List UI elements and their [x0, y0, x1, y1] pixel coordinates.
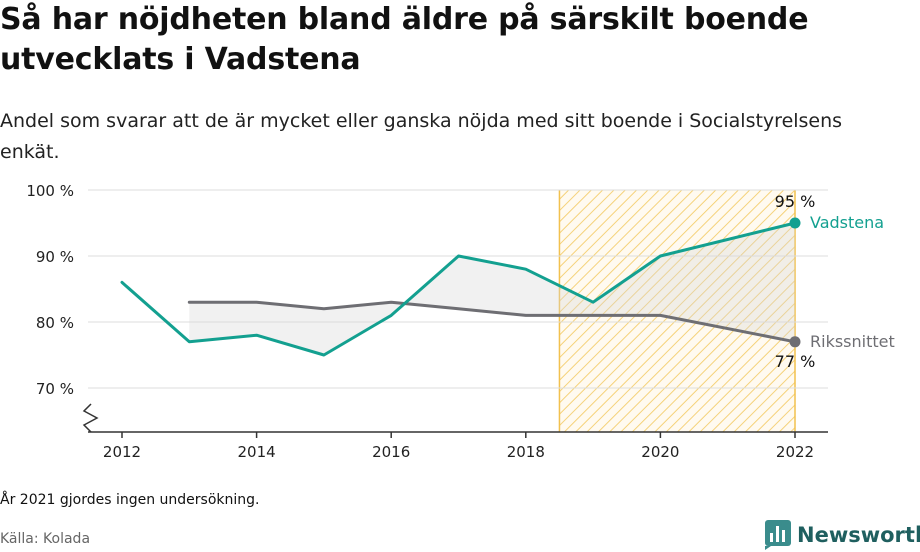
difference-area — [189, 223, 796, 355]
series-line-vadstena — [120, 221, 797, 357]
end-marker — [789, 217, 801, 229]
end-value-label: 77 % — [775, 352, 816, 371]
x-tick-label: 2012 — [103, 443, 141, 461]
source-note: Källa: Kolada — [0, 531, 91, 547]
y-tick-label: 100 % — [26, 182, 74, 200]
highlight-region — [559, 190, 795, 432]
end-marker — [789, 336, 801, 348]
y-tick-label: 80 % — [36, 314, 74, 332]
chart-icon — [765, 520, 791, 550]
brand-name: Newsworthy — [797, 523, 920, 547]
y-tick-label: 90 % — [36, 248, 74, 266]
chart-title: Så har nöjdheten bland äldre på särskilt… — [0, 2, 809, 77]
end-value-label: 95 % — [775, 192, 816, 211]
chart-subtitle: Andel som svarar att de är mycket eller … — [0, 110, 843, 163]
series-label-rikssnittet: Rikssnittet — [810, 332, 895, 351]
x-tick-label: 2022 — [776, 443, 814, 461]
x-tick-label: 2014 — [238, 443, 276, 461]
newsworthy-logo: Newsworthy — [765, 520, 920, 550]
series-label-vadstena: Vadstena — [810, 213, 884, 232]
y-tick-label: 70 % — [36, 380, 74, 398]
axis-break-icon — [82, 403, 99, 433]
x-tick-label: 2016 — [372, 443, 410, 461]
line-chart: 70 % 80 % 90 % 100 % 2012 2014 2016 2018 2020 202… — [26, 182, 895, 461]
x-tick-label: 2018 — [507, 443, 545, 461]
x-tick-label: 2020 — [641, 443, 679, 461]
footnote: År 2021 gjordes ingen undersökning. — [0, 492, 260, 508]
